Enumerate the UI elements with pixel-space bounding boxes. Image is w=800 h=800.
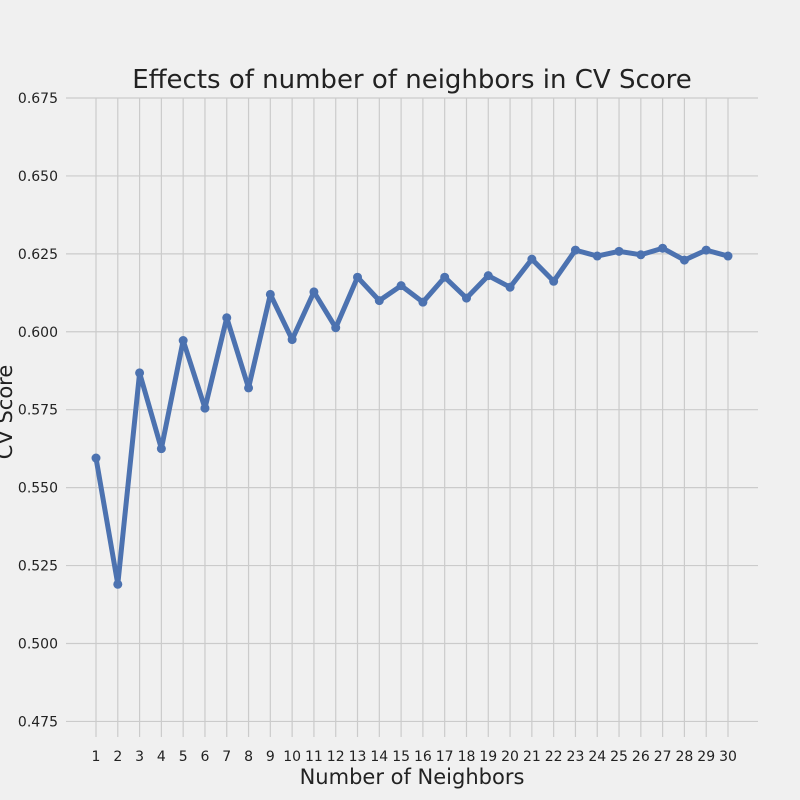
x-tick-label: 10 [283, 749, 301, 765]
y-tick-label: 0.625 [18, 247, 58, 263]
data-point [636, 250, 646, 260]
y-axis-label: CV Score [0, 365, 17, 460]
data-point [549, 276, 559, 286]
x-tick-label: 26 [632, 749, 650, 765]
x-tick-label: 27 [654, 749, 672, 765]
x-tick-label: 25 [610, 749, 628, 765]
y-tick-label: 0.650 [18, 169, 58, 185]
y-tick-label: 0.675 [18, 91, 58, 107]
x-tick-labels: 1 2 3 4 5 6 7 8 9 10 11 12 13 14 15 16 17 18 19 20 21 22 23 24 2… [92, 749, 737, 765]
x-tick-label: 13 [349, 749, 367, 765]
data-point [658, 243, 668, 253]
y-tick-label: 0.575 [18, 403, 58, 419]
data-point [527, 254, 537, 264]
data-point [113, 579, 123, 589]
x-tick-label: 5 [179, 749, 188, 765]
data-point [156, 444, 166, 454]
series-layer [91, 243, 733, 589]
x-tick-label: 22 [545, 749, 563, 765]
data-point [135, 368, 145, 378]
x-tick-label: 1 [92, 749, 101, 765]
data-point [353, 272, 363, 282]
x-tick-label: 30 [719, 749, 737, 765]
y-tick-label: 0.475 [18, 714, 58, 730]
data-point [178, 336, 188, 346]
x-tick-label: 7 [222, 749, 231, 765]
x-tick-label: 24 [588, 749, 606, 765]
x-tick-label: 9 [266, 749, 275, 765]
data-point [222, 313, 232, 323]
x-tick-label: 21 [523, 749, 541, 765]
x-tick-label: 4 [157, 749, 166, 765]
data-point [723, 251, 733, 261]
y-gridlines [66, 97, 758, 723]
x-tick-label: 16 [414, 749, 432, 765]
x-tick-label: 29 [697, 749, 715, 765]
data-point [570, 245, 580, 255]
data-point [679, 255, 689, 265]
data-point [592, 251, 602, 261]
data-point [461, 293, 471, 303]
x-tick-label: 17 [436, 749, 454, 765]
x-tick-label: 28 [675, 749, 693, 765]
series-line [93, 245, 731, 587]
data-point [505, 282, 515, 292]
x-axis-label: Number of Neighbors [300, 765, 525, 789]
x-tick-label: 20 [501, 749, 519, 765]
x-tick-label: 18 [458, 749, 476, 765]
x-tick-label: 11 [305, 749, 323, 765]
data-point [244, 383, 254, 393]
x-tick-label: 23 [567, 749, 585, 765]
y-tick-label: 0.600 [18, 325, 58, 341]
data-point [440, 272, 450, 282]
data-point [91, 453, 101, 463]
chart-title: Effects of number of neighbors in CV Sco… [132, 65, 692, 95]
x-gridlines [95, 98, 729, 737]
data-point [287, 335, 297, 345]
data-point [309, 287, 319, 297]
data-point [331, 323, 341, 333]
data-point [701, 245, 711, 255]
x-tick-label: 12 [327, 749, 345, 765]
x-tick-label: 14 [370, 749, 388, 765]
y-tick-labels: 0.475 0.500 0.525 0.550 0.575 0.600 0.625 0.650… [18, 91, 58, 730]
x-tick-label: 3 [135, 749, 144, 765]
x-tick-label: 2 [113, 749, 122, 765]
y-tick-label: 0.525 [18, 559, 58, 575]
x-tick-label: 8 [244, 749, 253, 765]
data-point [396, 281, 406, 291]
data-point [374, 296, 384, 306]
data-point [200, 403, 210, 413]
data-point [265, 289, 275, 299]
y-tick-label: 0.550 [18, 481, 58, 497]
y-tick-label: 0.500 [18, 636, 58, 652]
data-point [418, 297, 428, 307]
x-tick-label: 19 [479, 749, 497, 765]
data-point [614, 246, 624, 256]
x-tick-label: 6 [201, 749, 210, 765]
x-tick-label: 15 [392, 749, 410, 765]
data-point [483, 271, 493, 281]
